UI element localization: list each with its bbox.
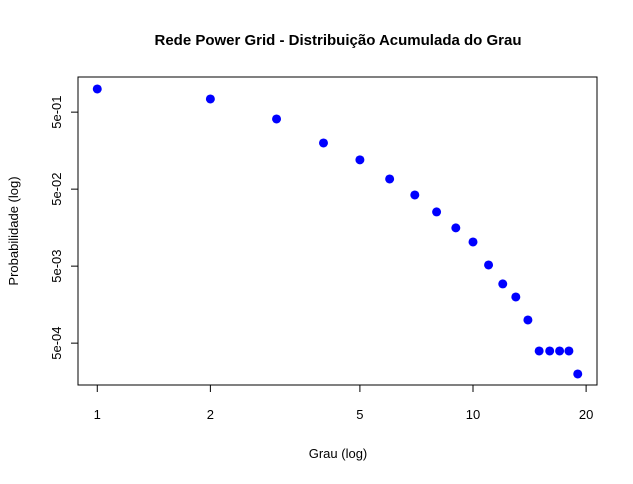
point [205,94,215,104]
point [468,237,478,247]
point [564,346,574,356]
x-tick-label: 5 [356,407,363,422]
point [92,84,102,94]
plot-box [77,76,598,386]
point [318,138,328,148]
point [498,279,508,289]
point [451,223,461,233]
point [545,346,555,356]
point [385,174,395,184]
y-tick-label: 5e-03 [49,250,64,283]
x-tick-label: 20 [579,407,593,422]
point [355,155,365,165]
x-tick-label: 2 [207,407,214,422]
y-axis-label: Probabilidade (log) [6,176,21,285]
y-tick-label: 5e-02 [49,173,64,206]
point [573,369,583,379]
chart-title: Rede Power Grid - Distribuição Acumulada… [154,32,521,49]
point [511,292,521,302]
x-tick-label: 10 [466,407,480,422]
point [410,190,420,200]
x-axis-label: Grau (log) [309,446,368,461]
point [432,207,442,217]
x-tick-label: 1 [94,407,101,422]
point [523,315,533,325]
point [555,346,565,356]
point [484,260,494,270]
y-tick-label: 5e-01 [49,96,64,129]
y-tick-label: 5e-04 [49,327,64,360]
point [534,346,544,356]
point [272,114,282,124]
